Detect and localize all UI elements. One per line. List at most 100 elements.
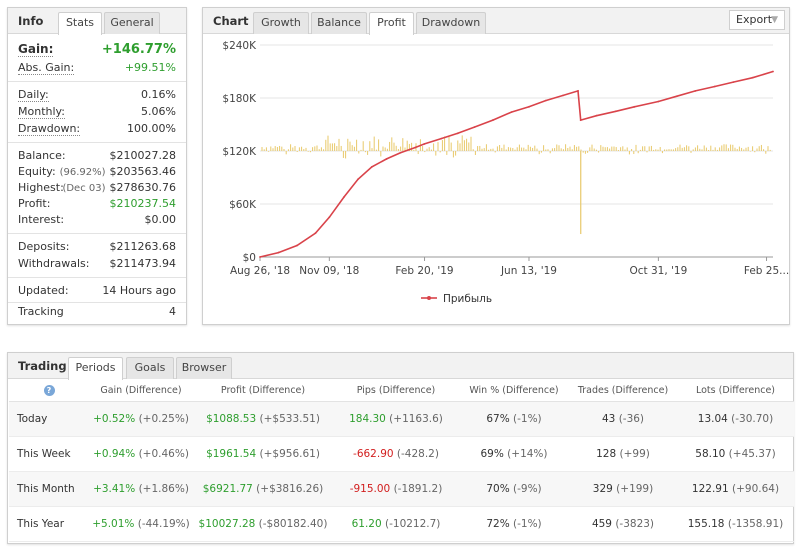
period-label: Today: [9, 401, 89, 437]
interest-label: Interest:: [18, 213, 65, 226]
divider: [8, 277, 186, 278]
profit-row: Profit: $210237.54: [18, 197, 176, 213]
monthly-row: Monthly: 5.06%: [18, 105, 176, 121]
profit-value: $10027.28: [198, 517, 256, 530]
abs-gain-row: Abs. Gain: +99.51%: [18, 61, 176, 77]
win-value: 72%: [486, 517, 510, 530]
x-tick-label: Feb 25...: [744, 265, 789, 277]
divider: [8, 81, 186, 82]
info-header: Info Stats General: [8, 8, 186, 35]
tab-profit[interactable]: Profit: [369, 12, 414, 35]
profit-point: [385, 158, 388, 160]
profit-point: [577, 90, 579, 92]
monthly-value: 5.06%: [141, 105, 176, 118]
period-label: This Week: [9, 436, 89, 472]
pips-value: 61.20: [351, 517, 382, 530]
help-header: ?: [9, 381, 89, 402]
updated-label: Updated:: [18, 284, 69, 297]
lots-diff: (+45.37): [728, 447, 776, 460]
tab-browser[interactable]: Browser: [176, 357, 232, 379]
divider: [8, 302, 186, 303]
legend-marker: [427, 296, 431, 300]
profit-point: [732, 81, 735, 83]
pips-value: -662.90: [353, 447, 394, 460]
highest-value: $278630.76: [109, 181, 176, 194]
col-gain: Gain (Difference): [89, 381, 193, 402]
profit-point: [259, 256, 261, 258]
lots-value: 155.18: [687, 517, 725, 530]
profit-diff: (+$533.51): [259, 412, 320, 425]
x-tick-label: Oct 31, '19: [629, 265, 687, 277]
win-cell: 70% (-9%): [459, 471, 569, 507]
tab-periods[interactable]: Periods: [68, 357, 123, 380]
gain-value: +0.94%: [93, 447, 136, 460]
help-icon[interactable]: ?: [43, 385, 55, 397]
gain-value: +0.52%: [93, 412, 136, 425]
win-value: 69%: [480, 447, 504, 460]
profit-point: [328, 216, 331, 219]
tab-general[interactable]: General: [104, 12, 160, 34]
chart-title: Chart: [213, 14, 249, 28]
equity-percent: (96.92%): [59, 167, 106, 178]
table-header-row: ? Gain (Difference) Profit (Difference) …: [9, 381, 794, 402]
daily-label[interactable]: Daily:: [18, 88, 49, 102]
lots-cell: 122.91 (+90.64): [677, 471, 794, 507]
profit-point: [473, 126, 476, 129]
divider: [8, 142, 186, 143]
table-row: This Month +3.41% (+1.86%) $6921.77 (+$381…: [9, 471, 794, 507]
pips-cell: -662.90 (-428.2): [333, 436, 459, 472]
trades-cell: 459 (-3823): [569, 506, 677, 542]
y-tick-label: $60K: [229, 199, 257, 211]
x-tick-label: Nov 09, '18: [299, 265, 359, 277]
lots-value: 122.91: [691, 482, 729, 495]
win-value: 70%: [486, 482, 510, 495]
chart-panel: Chart Growth Balance Profit Drawdown Exp…: [202, 7, 790, 325]
profit-point: [528, 105, 530, 108]
trades-value: 43: [601, 412, 616, 425]
tab-drawdown[interactable]: Drawdown: [416, 12, 486, 34]
trades-diff: (+99): [619, 447, 650, 460]
gain-label[interactable]: Gain:: [18, 42, 54, 57]
tab-goals[interactable]: Goals: [126, 357, 174, 379]
interest-row: Interest: $0.00: [18, 213, 176, 229]
profit-diff: (-$80182.40): [258, 517, 328, 530]
period-label: This Month: [9, 471, 89, 507]
tab-balance[interactable]: Balance: [311, 12, 367, 34]
profit-point: [492, 119, 494, 121]
profit-point: [614, 110, 617, 113]
profit-label: Profit:: [18, 197, 51, 210]
win-diff: (+14%): [507, 447, 548, 460]
trades-value: 329: [592, 482, 613, 495]
abs-gain-label[interactable]: Abs. Gain:: [18, 61, 75, 75]
trades-cell: 43 (-36): [569, 401, 677, 437]
balance-label: Balance:: [18, 149, 66, 162]
profit-cell: $10027.28 (-$80182.40): [193, 506, 333, 542]
drawdown-label[interactable]: Drawdown:: [18, 122, 81, 136]
info-panel: Info Stats General Gain: +146.77% Abs. G…: [7, 7, 187, 325]
period-label: This Year: [9, 506, 89, 542]
profit-point: [296, 244, 298, 247]
deposits-value: $211263.68: [109, 240, 176, 253]
tab-stats[interactable]: Stats: [58, 12, 102, 35]
monthly-label[interactable]: Monthly:: [18, 105, 65, 119]
export-dropdown[interactable]: Export ▼: [729, 10, 785, 30]
profit-point: [370, 166, 373, 168]
y-tick-label: $0: [243, 252, 256, 264]
abs-gain-value: +99.51%: [124, 61, 176, 74]
pips-diff: (+1163.6): [389, 412, 443, 425]
info-title: Info: [18, 14, 44, 28]
profit-point: [633, 105, 636, 108]
win-cell: 67% (-1%): [459, 401, 569, 437]
win-value: 67%: [486, 412, 510, 425]
profit-point: [343, 196, 346, 198]
trades-cell: 329 (+199): [569, 471, 677, 507]
lots-diff: (-1358.91): [727, 517, 784, 530]
table-row: Today +0.52% (+0.25%) $1088.53 (+$533.51) 1…: [9, 401, 794, 437]
gain-row: Gain: +146.77%: [18, 42, 176, 58]
profit-point: [675, 95, 678, 98]
tab-growth[interactable]: Growth: [253, 12, 309, 34]
trades-diff: (+199): [616, 482, 654, 495]
tracking-value[interactable]: 4: [169, 305, 176, 318]
profit-point: [562, 94, 565, 97]
col-trades: Trades (Difference): [569, 381, 677, 402]
